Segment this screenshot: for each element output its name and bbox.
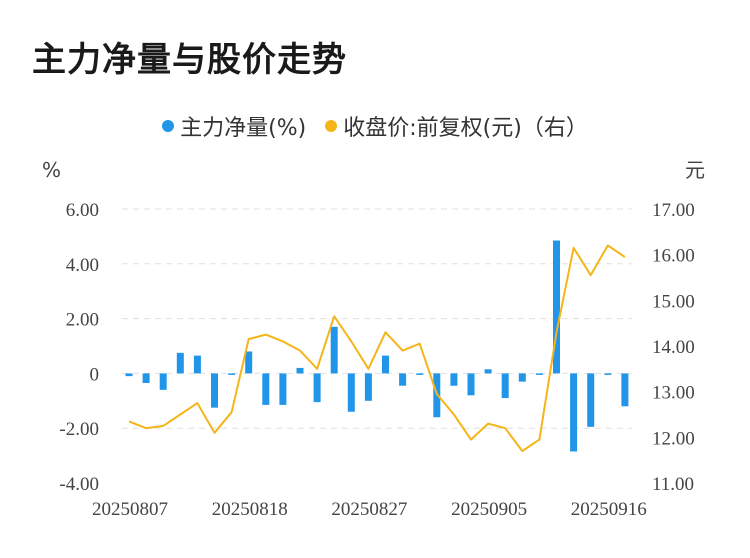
right-tick-label: 17.00 <box>652 200 695 221</box>
bar <box>518 373 526 382</box>
right-tick-label: 11.00 <box>652 474 694 495</box>
bar <box>382 355 389 374</box>
bar <box>570 373 578 452</box>
bar <box>535 373 543 375</box>
x-tick-label: 20250807 <box>92 499 168 520</box>
bar <box>587 373 595 427</box>
x-tick-label: 20250916 <box>571 499 647 520</box>
bar <box>330 326 338 374</box>
left-tick-label: 6.00 <box>66 200 99 221</box>
x-tick-label: 20250905 <box>451 499 527 520</box>
chart-title: 主力净量与股价走势 <box>32 40 347 80</box>
right-tick-label: 14.00 <box>652 337 695 358</box>
bar <box>142 373 150 383</box>
x-tick-label: 20250827 <box>331 499 407 520</box>
left-tick-label: 0 <box>90 364 100 385</box>
legend-label-close-price: 收盘价:前复权(元)（右） <box>343 116 588 141</box>
legend-label-net-volume: 主力净量(%) <box>180 116 307 141</box>
bar <box>262 373 270 405</box>
bar <box>621 373 629 407</box>
bar <box>125 373 133 377</box>
bar <box>501 373 509 399</box>
bar <box>193 355 201 374</box>
right-tick-label: 13.00 <box>652 383 695 404</box>
bar <box>364 373 372 401</box>
bar <box>416 373 424 375</box>
price-line <box>128 244 626 452</box>
left-tick-label: 2.00 <box>66 310 99 331</box>
chart-legend: 主力净量(%) 收盘价:前复权(元)（右） <box>0 110 750 142</box>
legend-dot-yellow-icon <box>325 120 338 132</box>
left-axis-ticks: 6.00 4.00 2.00 0 -2.00 -4.00 <box>59 200 99 495</box>
line-series <box>128 244 626 452</box>
bar <box>553 240 560 374</box>
bar <box>484 369 492 374</box>
bar <box>433 373 441 418</box>
grid-lines <box>122 208 632 429</box>
bar <box>399 373 407 386</box>
bar <box>211 373 218 408</box>
legend-dot-blue-icon <box>162 120 175 132</box>
left-tick-label: -2.00 <box>59 419 99 440</box>
bar <box>159 373 167 390</box>
bar <box>279 373 287 405</box>
bar <box>296 367 304 374</box>
right-tick-label: 16.00 <box>652 246 695 267</box>
bar <box>604 373 612 375</box>
bar <box>467 373 475 396</box>
bar-series <box>125 240 629 452</box>
bar <box>313 373 321 403</box>
right-axis-ticks: 17.00 16.00 15.00 14.00 13.00 12.00 11.00 <box>652 200 695 495</box>
x-tick-label: 20250818 <box>212 499 288 520</box>
right-tick-label: 12.00 <box>652 428 695 449</box>
bar <box>228 373 236 375</box>
bar <box>347 373 355 412</box>
legend-item-net-volume[interactable]: 主力净量(%) <box>162 110 306 142</box>
bar <box>176 352 184 374</box>
right-tick-label: 15.00 <box>652 291 695 312</box>
left-tick-label: 4.00 <box>66 255 99 276</box>
bar <box>245 351 253 374</box>
right-axis-unit: 元 <box>685 158 705 182</box>
left-axis-unit: % <box>42 158 61 182</box>
left-tick-label: -4.00 <box>59 474 99 495</box>
bar <box>450 373 458 386</box>
x-axis-ticks: 20250807 20250818 20250827 20250905 20250916 <box>92 499 647 520</box>
legend-item-close-price[interactable]: 收盘价:前复权(元)（右） <box>325 110 588 142</box>
